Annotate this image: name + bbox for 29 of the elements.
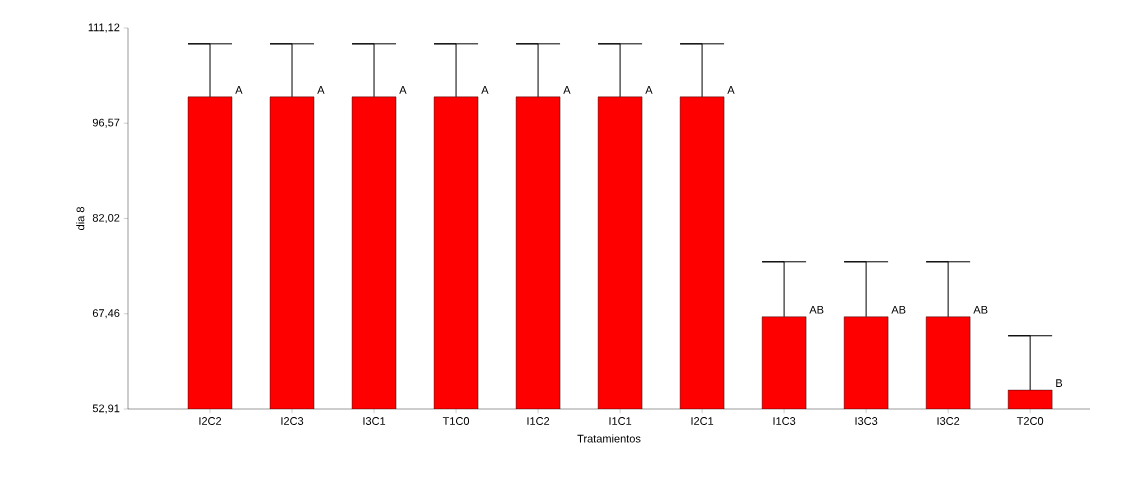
annotation: A — [481, 86, 489, 94]
annotation: A — [645, 86, 653, 94]
annotation: AB — [809, 306, 824, 314]
y-axis-title: dia 8 — [76, 207, 85, 230]
annotation: AB — [891, 306, 906, 314]
x-tick-label: I3C1 — [363, 417, 386, 425]
y-tick-label: 82,02 — [92, 213, 120, 224]
annotation: A — [727, 86, 735, 94]
x-tick-label: I3C3 — [855, 417, 878, 425]
annotation: A — [317, 86, 325, 94]
x-tick-label: T1C0 — [442, 417, 470, 425]
x-tick-label: I1C3 — [773, 417, 796, 425]
annotation: A — [399, 86, 407, 94]
x-tick-label: I1C2 — [527, 417, 550, 425]
x-tick-label: I1C1 — [609, 417, 632, 425]
annotation: A — [235, 86, 243, 94]
x-tick-label: T2C0 — [1016, 417, 1044, 425]
x-axis-title: Tratamientos — [577, 434, 641, 443]
y-tick-label: 67,46 — [92, 309, 120, 319]
x-tick-label: I2C1 — [691, 417, 714, 425]
y-tick-label: 52,91 — [92, 404, 120, 414]
annotation: B — [1056, 379, 1063, 387]
x-tick-label: I2C3 — [281, 417, 304, 425]
y-tick-label: 96,57 — [92, 118, 120, 128]
y-tick-label: 111,12 — [88, 23, 120, 33]
annotation: A — [563, 86, 571, 94]
x-tick-label: I2C2 — [199, 417, 222, 425]
x-tick-label: I3C2 — [937, 417, 960, 425]
annotation: AB — [973, 306, 988, 314]
